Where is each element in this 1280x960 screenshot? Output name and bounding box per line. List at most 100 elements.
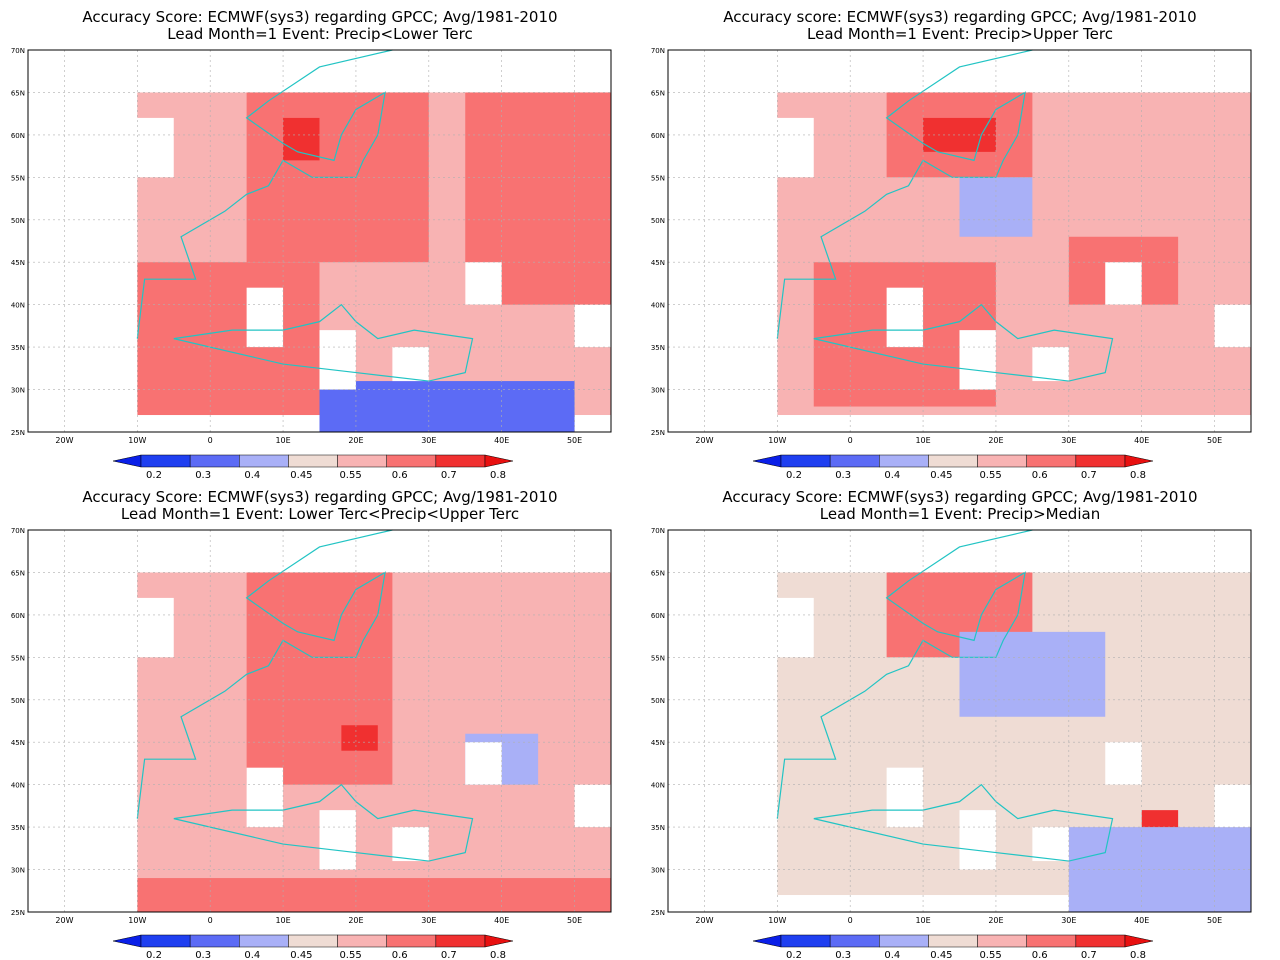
lat-tick-label: 55N <box>11 174 25 182</box>
legend-level-label: 0.8 <box>490 470 506 480</box>
masked-region <box>392 827 429 862</box>
score-region <box>137 878 611 912</box>
legend-level-label: 0.6 <box>392 470 408 480</box>
lat-tick-label: 45N <box>11 739 25 747</box>
legend-level-label: 0.3 <box>195 950 211 960</box>
masked-region <box>959 330 996 390</box>
masked-region <box>668 699 778 912</box>
masked-region <box>574 784 611 828</box>
legend-swatch <box>288 934 338 948</box>
lat-tick-label: 55N <box>651 174 665 182</box>
panel-upper-tercile: Accuracy score: ECMWF(sys3) regarding GP… <box>640 0 1280 480</box>
legend-swatch <box>140 454 191 468</box>
lon-tick-label: 30E <box>421 436 436 445</box>
masked-region <box>28 699 138 912</box>
legend-level-label: 0.2 <box>146 470 162 480</box>
legend-arrow-low <box>752 934 782 948</box>
legend-level-label: 0.45 <box>930 470 952 480</box>
lat-tick-label: 45N <box>11 259 25 267</box>
lon-tick-label: 10W <box>128 916 146 925</box>
lat-tick-label: 55N <box>11 654 25 662</box>
lon-tick-label: 30E <box>1061 916 1076 925</box>
panel-title: Accuracy score: ECMWF(sys3) regarding GP… <box>723 8 1197 26</box>
legend-swatch <box>829 454 880 468</box>
lat-tick-label: 35N <box>651 344 665 352</box>
lat-tick-label: 40N <box>11 782 25 790</box>
lat-tick-label: 65N <box>651 569 665 577</box>
panel-subtitle: Lead Month=1 Event: Precip>Median <box>819 505 1101 523</box>
lon-tick-label: 50E <box>567 436 582 445</box>
legend-level-label: 0.6 <box>1032 950 1048 960</box>
score-region <box>137 262 320 416</box>
legend-swatch <box>435 934 486 948</box>
masked-region <box>1214 784 1251 828</box>
masked-region <box>28 530 611 573</box>
legend-level-label: 0.8 <box>490 950 506 960</box>
lon-tick-label: 20E <box>348 436 363 445</box>
masked-region <box>668 530 1251 573</box>
lat-tick-label: 25N <box>651 429 665 437</box>
legend-level-label: 0.8 <box>1130 950 1146 960</box>
lat-tick-label: 25N <box>11 909 25 917</box>
lat-tick-label: 45N <box>651 739 665 747</box>
masked-region <box>886 287 924 348</box>
panel-subtitle: Lead Month=1 Event: Precip>Upper Terc <box>807 25 1113 43</box>
lat-tick-label: 25N <box>651 909 665 917</box>
lat-tick-label: 65N <box>651 89 665 97</box>
legend-level-label: 0.4 <box>244 950 260 960</box>
legend-level-label: 0.2 <box>146 950 162 960</box>
masked-region <box>668 219 778 432</box>
lat-tick-label: 60N <box>651 132 665 140</box>
masked-region <box>319 330 356 390</box>
legend-swatch <box>1075 454 1126 468</box>
masked-region <box>28 219 138 432</box>
legend-swatch <box>189 454 240 468</box>
legend-swatch <box>435 454 486 468</box>
legend-swatch <box>879 934 929 948</box>
legend-swatch <box>337 454 387 468</box>
legend-level-label: 0.2 <box>786 950 802 960</box>
lat-tick-label: 35N <box>11 824 25 832</box>
panel-title: Accuracy Score: ECMWF(sys3) regarding GP… <box>82 8 558 26</box>
lon-tick-label: 10E <box>915 436 930 445</box>
masked-region <box>1032 827 1069 862</box>
lon-tick-label: 0 <box>848 436 853 445</box>
masked-region <box>246 287 284 348</box>
coastline <box>776 49 1033 339</box>
legend-arrow-low <box>112 934 142 948</box>
lat-tick-label: 30N <box>651 867 665 875</box>
legend-level-label: 0.6 <box>392 950 408 960</box>
lat-tick-label: 45N <box>651 259 665 267</box>
legend-arrow-high <box>484 454 514 468</box>
lat-tick-label: 50N <box>651 697 665 705</box>
masked-region <box>886 767 924 828</box>
legend-swatch <box>780 454 831 468</box>
lat-tick-label: 40N <box>651 782 665 790</box>
lon-tick-label: 40E <box>494 436 509 445</box>
masked-region <box>246 767 284 828</box>
lat-tick-label: 35N <box>651 824 665 832</box>
panel-title: Accuracy Score: ECMWF(sys3) regarding GP… <box>82 488 558 506</box>
lon-tick-label: 20E <box>988 436 1003 445</box>
legend-level-label: 0.3 <box>835 470 851 480</box>
lat-tick-label: 60N <box>651 612 665 620</box>
legend-swatch <box>977 454 1027 468</box>
masked-region <box>574 304 611 348</box>
legend-swatch <box>386 934 437 948</box>
panel-above-median: Accuracy Score: ECMWF(sys3) regarding GP… <box>640 480 1280 960</box>
coastline <box>776 529 1033 819</box>
legend-level-label: 0.7 <box>1081 950 1097 960</box>
lon-tick-label: 10W <box>128 436 146 445</box>
score-region <box>283 117 320 161</box>
legend-level-label: 0.55 <box>339 470 361 480</box>
legend-swatch <box>337 934 387 948</box>
legend-swatch <box>288 454 338 468</box>
legend-swatch <box>239 454 289 468</box>
masked-region <box>465 742 502 785</box>
masked-region <box>1105 742 1142 785</box>
legend-level-label: 0.45 <box>930 950 952 960</box>
legend-swatch <box>928 934 978 948</box>
lon-tick-label: 0 <box>848 916 853 925</box>
lat-tick-label: 70N <box>11 527 25 535</box>
masked-region <box>392 347 429 382</box>
